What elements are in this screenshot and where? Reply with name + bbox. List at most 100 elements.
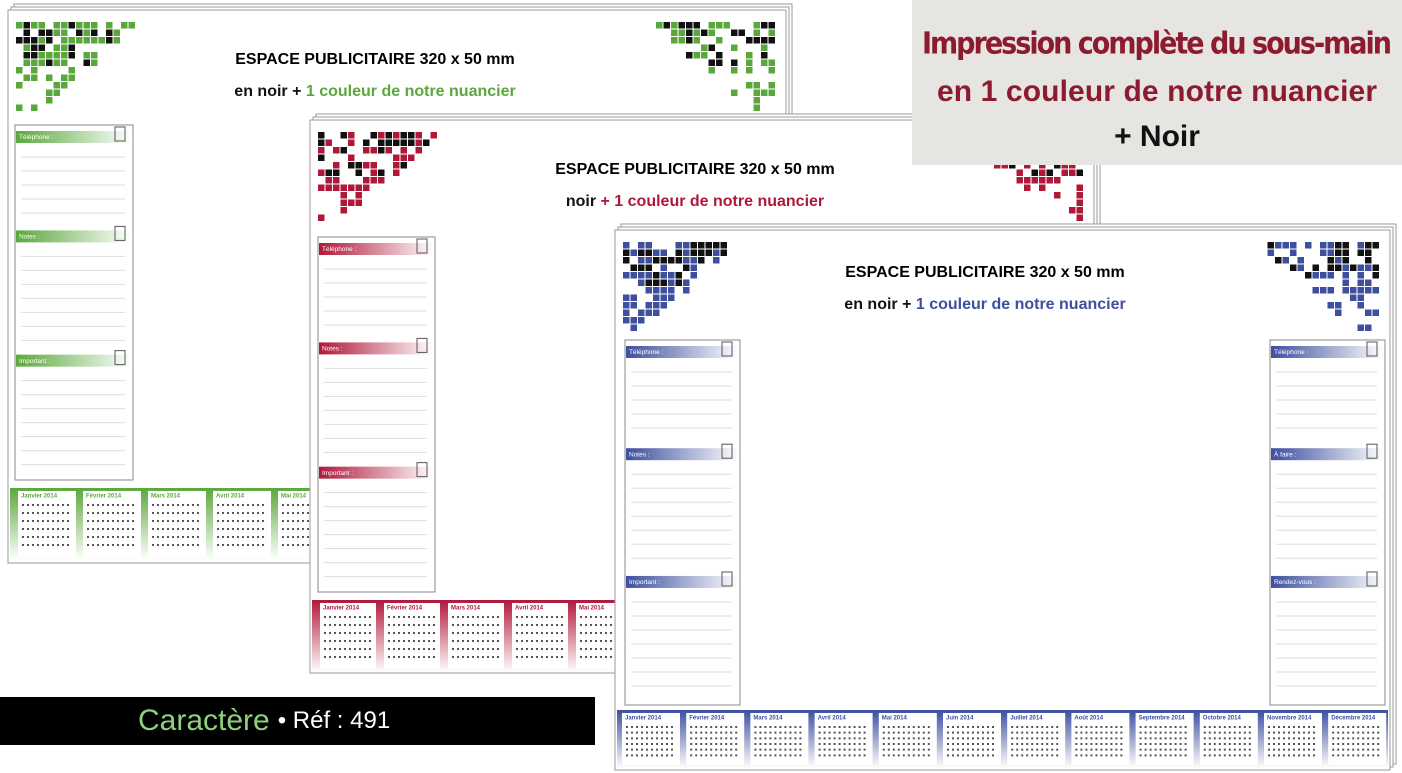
- pixel: [98, 37, 105, 44]
- pixel: [753, 29, 760, 36]
- calendar-strip: [617, 710, 1388, 768]
- pixel: [1016, 169, 1023, 176]
- pixel: [660, 302, 667, 309]
- pixel: [753, 104, 760, 111]
- month-name: Septembre 2014: [1139, 716, 1186, 722]
- pixel: [653, 302, 660, 309]
- month-name: Novembre 2014: [1267, 716, 1312, 722]
- pixel: [106, 37, 113, 44]
- pixel: [668, 294, 675, 301]
- pixel: [668, 257, 675, 264]
- section-header: [626, 346, 739, 358]
- pixel: [1076, 192, 1083, 199]
- pixel: [68, 22, 75, 29]
- section-header: [16, 230, 132, 243]
- pixel: [1342, 287, 1349, 294]
- pixel: [68, 44, 75, 51]
- pixel: [1320, 287, 1327, 294]
- pixel: [638, 249, 645, 256]
- pixel: [400, 162, 407, 169]
- pixel: [713, 249, 720, 256]
- pixel: [318, 184, 325, 191]
- pixel: [701, 44, 708, 51]
- pixel: [415, 132, 422, 139]
- pixel: [23, 52, 30, 59]
- pixel: [1054, 192, 1061, 199]
- pixel: [708, 22, 715, 29]
- pixel: [675, 257, 682, 264]
- pixel: [653, 309, 660, 316]
- icon: [416, 238, 428, 254]
- pixel: [23, 22, 30, 29]
- pixel: [378, 139, 385, 146]
- pixel: [1335, 249, 1342, 256]
- pixel: [121, 22, 128, 29]
- pixel: [318, 214, 325, 221]
- section-label: Rendez-vous :: [1274, 579, 1316, 586]
- pixel: [46, 89, 53, 96]
- pixel: [106, 29, 113, 36]
- pixel: [333, 162, 340, 169]
- pixel: [698, 249, 705, 256]
- icon: [721, 571, 733, 587]
- pixel: [746, 67, 753, 74]
- pixel: [768, 59, 775, 66]
- pixel: [660, 249, 667, 256]
- pixel: [1009, 162, 1016, 169]
- pixel: [333, 169, 340, 176]
- pixel: [683, 264, 690, 271]
- pixel: [1039, 177, 1046, 184]
- pixel: [668, 272, 675, 279]
- pixel: [340, 147, 347, 154]
- section-label: Important :: [629, 579, 660, 586]
- pixel: [716, 37, 723, 44]
- pixel: [31, 44, 38, 51]
- desk-pad: ESPACE PUBLICITAIRE 320 x 50 mm en noir +…: [614, 223, 1397, 771]
- pixel: [408, 139, 415, 146]
- pixel: [68, 52, 75, 59]
- pixel: [76, 29, 83, 36]
- pixel: [761, 59, 768, 66]
- pixel: [638, 272, 645, 279]
- pixel: [61, 22, 68, 29]
- side-panel: [14, 124, 134, 481]
- pixel: [333, 177, 340, 184]
- pixel: [370, 177, 377, 184]
- pixel: [623, 317, 630, 324]
- pixel: [378, 147, 385, 154]
- pixel: [723, 22, 730, 29]
- pixel: [348, 162, 355, 169]
- pixel: [318, 139, 325, 146]
- sheet: [614, 229, 1391, 771]
- pixel: [678, 22, 685, 29]
- icon: [1366, 571, 1378, 587]
- pixel: [1327, 257, 1334, 264]
- section-label: Notes :: [629, 451, 650, 458]
- pixel: [1076, 169, 1083, 176]
- pixel: [660, 294, 667, 301]
- pixel: [768, 22, 775, 29]
- pixel: [1282, 257, 1289, 264]
- section-label: Téléphone :: [322, 246, 357, 253]
- month-name: Décembre 2014: [1331, 716, 1376, 722]
- pixel: [38, 59, 45, 66]
- pixel: [68, 67, 75, 74]
- pixel: [393, 132, 400, 139]
- pixel: [698, 242, 705, 249]
- pixel: [645, 287, 652, 294]
- pixel: [363, 147, 370, 154]
- pixel: [31, 74, 38, 81]
- pixel: [1342, 257, 1349, 264]
- pixel: [355, 169, 362, 176]
- pixel: [38, 44, 45, 51]
- pixel: [645, 264, 652, 271]
- pixel: [1342, 242, 1349, 249]
- pixel: [645, 242, 652, 249]
- month-name: Février 2014: [387, 606, 423, 612]
- ad-title: ESPACE PUBLICITAIRE 320 x 50 mm: [555, 161, 835, 178]
- pixel: [83, 59, 90, 66]
- pixel: [690, 272, 697, 279]
- pixel: [713, 242, 720, 249]
- footer-box: [0, 697, 595, 745]
- pixel: [1305, 242, 1312, 249]
